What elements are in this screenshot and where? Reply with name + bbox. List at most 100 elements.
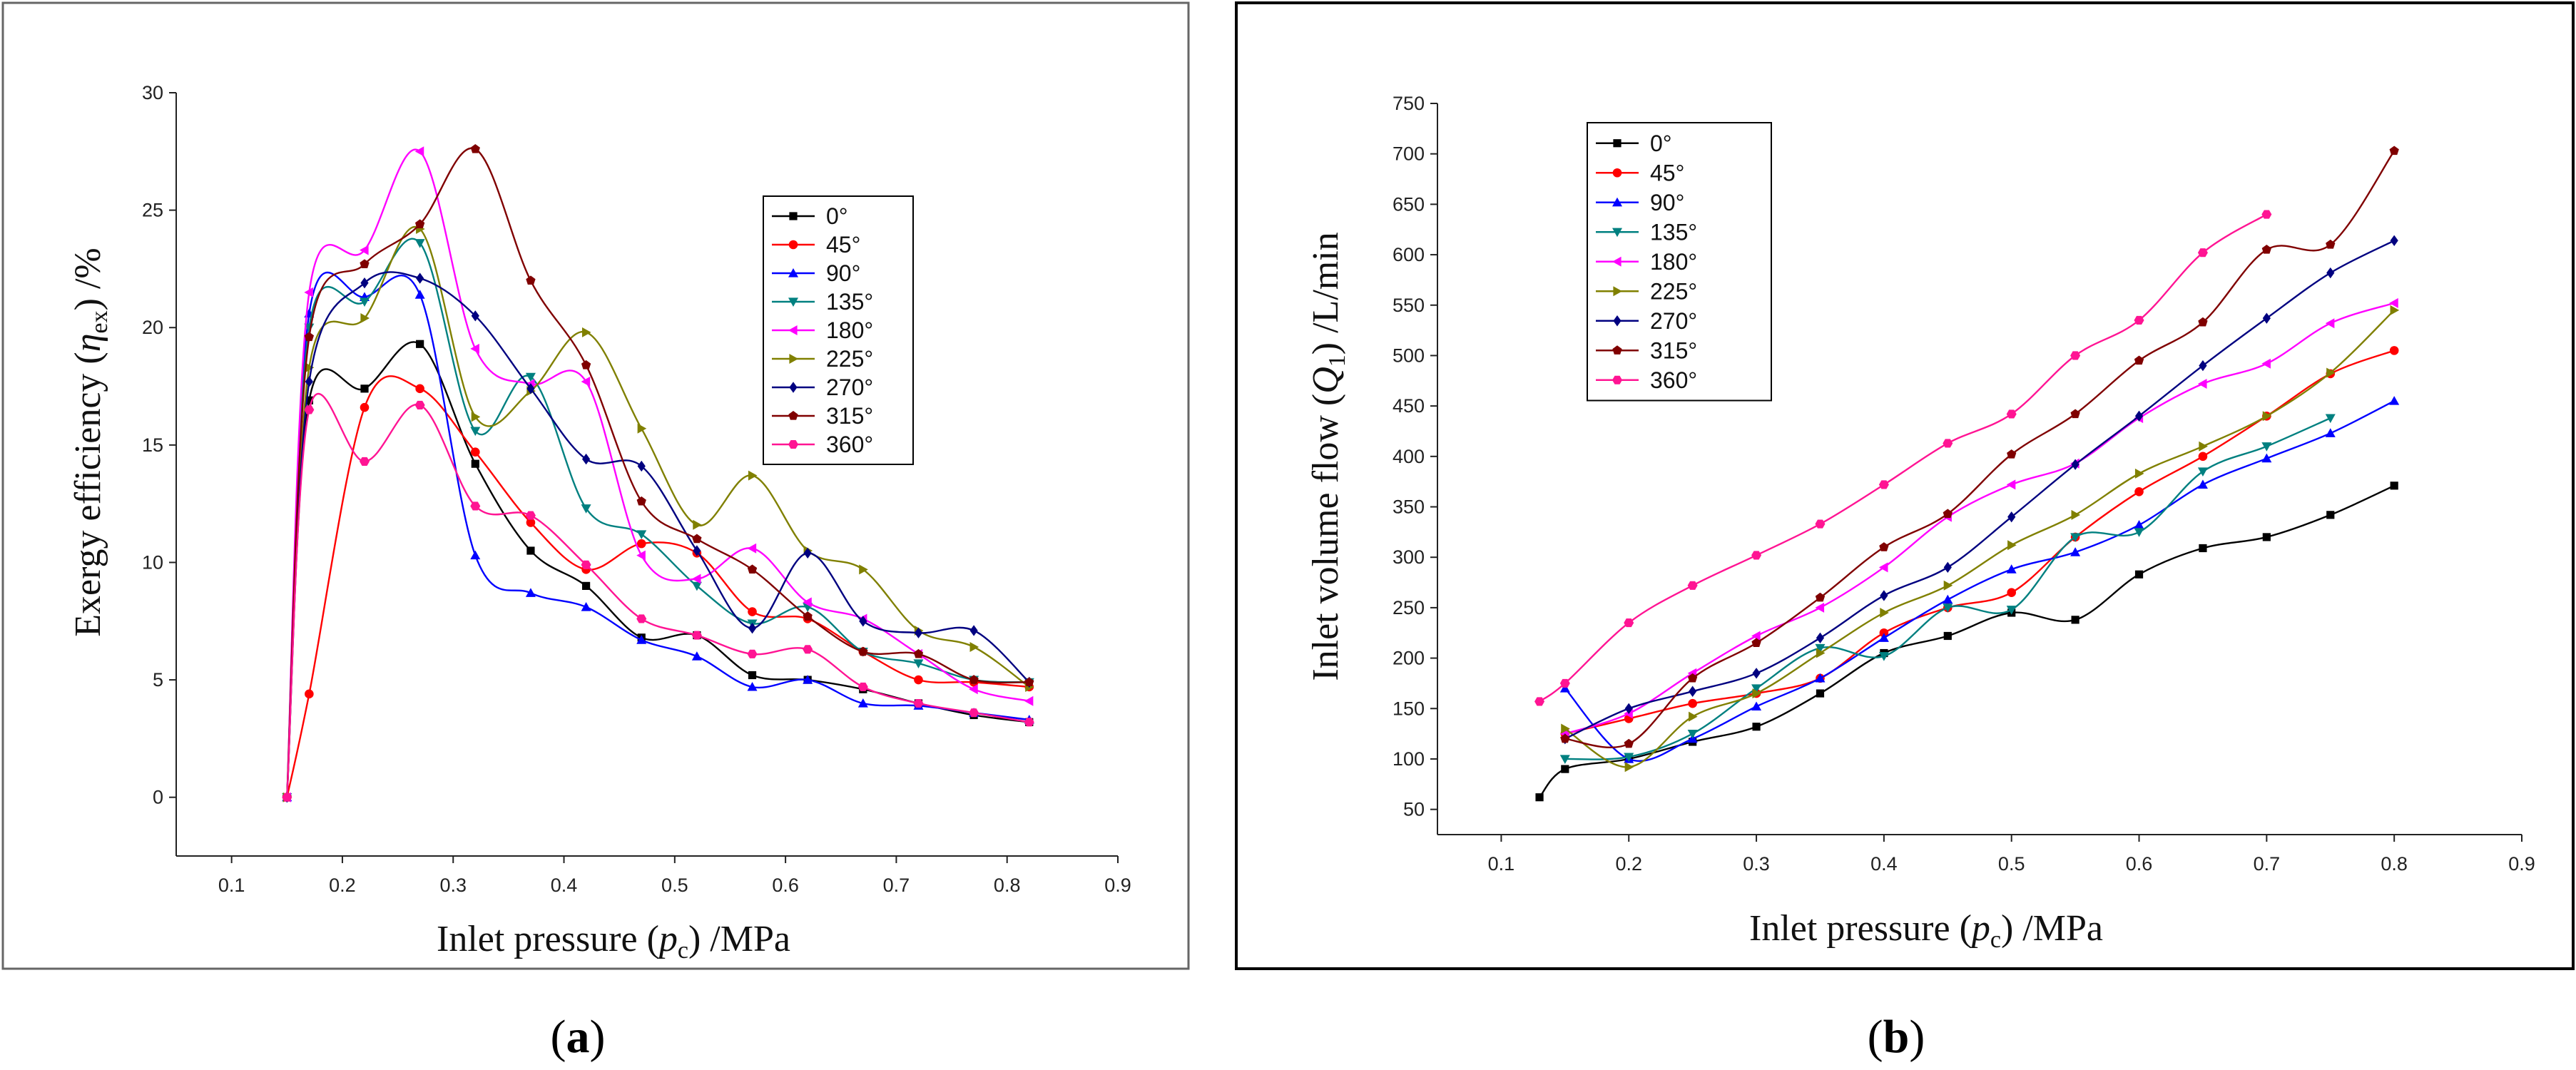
panel-b-axes (1437, 103, 2522, 835)
panel-a-data-point (305, 689, 314, 699)
panel-b-data-point (1624, 753, 1634, 763)
panel-a-x-axis-label: Inlet pressure (pc) /MPa (437, 919, 790, 964)
panel-a-legend-label: 270° (826, 374, 873, 400)
panel-a-legend-label: 225° (826, 346, 873, 372)
chart-panel-a: 0.1 0.2 0.3 0.4 0.5 0.6 0.7 0.8 0.9051015202530 … (1, 1, 1190, 970)
panel-b-data-point (1534, 697, 1545, 706)
panel-a-data-point (691, 574, 701, 584)
panel-a-data-point (581, 504, 591, 514)
panel-b-x-tick-label: 0.1 (1488, 853, 1515, 875)
panel-a-data-point (914, 627, 923, 638)
panel-b-legend-item: 225° (1596, 278, 1697, 304)
panel-a-data-point (803, 645, 813, 654)
panel-b-data-point (1687, 581, 1698, 590)
panel-a-legend-item: 315° (772, 403, 873, 429)
panel-a-data-point (1024, 696, 1034, 706)
panel-a-series (282, 144, 1034, 803)
panel-b-data-point (2070, 547, 2081, 556)
panel-b-data-point (1943, 439, 1953, 448)
panel-b-data-point (1815, 643, 1826, 653)
panel-b-data-point (1751, 638, 1761, 648)
panel-a-data-point (304, 405, 315, 414)
panel-a-data-point (692, 534, 702, 544)
panel-a-data-point (304, 287, 313, 297)
panel-a-data-point (857, 682, 868, 692)
panel-b-data-point (1751, 684, 1762, 693)
panel-a-x-tick-label: 0.7 (883, 875, 910, 896)
panel-b-data-point (1880, 590, 1888, 601)
panel-b-data-point (2390, 235, 2398, 246)
panel-b-data-point (1535, 793, 1544, 802)
panel-a-legend-item: 90° (772, 260, 860, 286)
panel-a-data-point (691, 581, 702, 591)
panel-b-data-point (1943, 561, 1952, 574)
panel-a-data-point (305, 362, 315, 373)
panel-b-data-point (2199, 441, 2208, 452)
panel-b-y-tick-label: 550 (1393, 295, 1425, 316)
panel-a-legend-marker (789, 212, 798, 220)
panel-b-y-tick-label: 750 (1393, 93, 1425, 114)
panel-b-legend-marker (1613, 315, 1622, 327)
panel-b-data-point (1559, 678, 1570, 688)
panel-a-data-point (360, 457, 370, 466)
panel-b-legend-marker (1612, 345, 1622, 355)
panel-a-legend-marker (789, 382, 798, 393)
panel-a-legend-label: 315° (826, 403, 873, 429)
panel-b-data-point (1624, 738, 1634, 748)
panel-b-data-point (2198, 317, 2208, 327)
panel-a-data-point (305, 376, 313, 387)
panel-b-data-point (2006, 606, 2017, 615)
panel-b-x-tick-label: 0.6 (2126, 853, 2153, 875)
panel-a-data-point (471, 310, 479, 322)
panel-a-data-point (913, 648, 924, 658)
panel-a-legend-item: 180° (772, 317, 873, 343)
panel-a-data-point (857, 698, 868, 708)
panel-b-data-point (1689, 686, 1697, 697)
panel-a-legend-item: 270° (772, 374, 873, 400)
panel-b-x-tick-label: 0.8 (2381, 853, 2408, 875)
panel-a-data-point (913, 698, 924, 708)
panel-a-data-point (691, 651, 702, 661)
panel-b-y-tick-label: 300 (1393, 546, 1425, 568)
panel-b-y-axis-label: Inlet volume flow (Q1) /L/min (1305, 232, 1350, 681)
panel-b-data-point (1624, 762, 1634, 773)
panel-b-data-point (1624, 703, 1633, 714)
caption-a-letter: a (566, 1011, 590, 1063)
panel-b-data-point (1943, 603, 1953, 613)
panel-a-data-point (747, 543, 757, 554)
panel-b-data-point (2326, 367, 2336, 378)
panel-a-data-point (360, 245, 369, 255)
panel-a-legend-marker (789, 354, 798, 364)
panel-a-data-point (636, 496, 646, 506)
panel-b-legend-label: 0° (1650, 131, 1672, 156)
panel-b-y-tick-label: 200 (1393, 648, 1425, 669)
panel-a-data-point (525, 511, 536, 520)
panel-a-data-point (969, 684, 978, 695)
panel-b-data-point (2389, 146, 2399, 156)
panel-a-legend-label: 180° (826, 317, 873, 343)
panel-a-data-point (471, 459, 479, 468)
panel-a-legend-marker (788, 268, 798, 277)
panel-a-data-point (581, 376, 591, 387)
panel-a-legend-marker (788, 240, 798, 250)
panel-b-legend-marker (1612, 228, 1622, 238)
panel-b-legend-item: 90° (1596, 190, 1684, 215)
panel-b-data-point (1943, 594, 1953, 604)
panel-a-data-point (470, 144, 480, 153)
panel-a-data-point (691, 631, 702, 640)
panel-b-data-point (1943, 580, 1953, 591)
panel-a-data-point (747, 681, 758, 691)
panel-a-data-point (803, 597, 812, 608)
panel-a-data-point (305, 396, 313, 404)
panel-b-data-point (1561, 723, 1570, 734)
panel-b-data-point (2007, 540, 2017, 551)
panel-a-data-point (581, 453, 591, 465)
panel-b-x-tick-label: 0.7 (2254, 853, 2281, 875)
panel-b-data-point (1752, 668, 1761, 679)
panel-b-legend-label: 90° (1650, 190, 1684, 215)
panel-b-data-point (1878, 633, 1889, 642)
panel-b-y-tick-label: 250 (1393, 597, 1425, 618)
panel-a-data-point (581, 602, 591, 611)
panel-a-data-point (525, 372, 536, 382)
